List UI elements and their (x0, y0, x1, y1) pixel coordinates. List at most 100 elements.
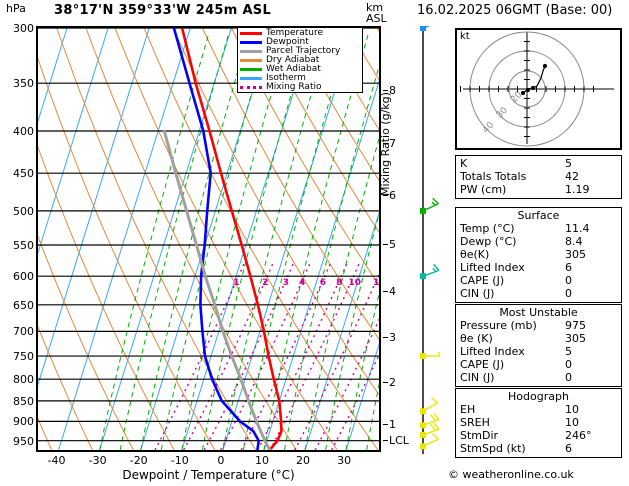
mixing-ratio-label: 15 (373, 278, 379, 288)
panel-row-key: CIN (J) (460, 287, 495, 300)
mixing-ratio-label: 6 (320, 278, 326, 288)
isotherm-line (38, 28, 150, 386)
wet-adiabat-line (304, 136, 379, 450)
dry-adiabat-line (231, 28, 379, 286)
legend-item: Isotherm (240, 74, 360, 83)
panel-row-key: SREH (460, 416, 490, 429)
wet-adiabat-line (201, 33, 309, 450)
wet-adiabat-line (99, 33, 210, 450)
legend-label: Wet Adiabat (266, 64, 321, 74)
mixing-ratio-axis-title: Mixing Ratio (g/kg) (379, 92, 392, 196)
wet-adiabat-line (242, 33, 349, 450)
temperature-tick-label: -20 (129, 454, 148, 467)
km-label: km (366, 1, 384, 14)
mixing-ratio-label: 2 (262, 278, 268, 288)
mixing-ratio-line (220, 260, 312, 450)
height-tick (383, 337, 388, 339)
temperature-axis-title: Dewpoint / Temperature (°C) (122, 468, 295, 482)
temperature-tick-label: -40 (47, 454, 66, 467)
hodograph-point (525, 87, 531, 93)
dry-adiabat-line (143, 28, 379, 450)
height-axis-unit-label: km ASL (366, 2, 387, 24)
height-tick (383, 439, 388, 441)
pressure-tick-label: 700 (13, 325, 34, 339)
pressure-tick-label: 500 (13, 204, 34, 218)
panel-row: StmSpd (kt) 6 (456, 442, 621, 455)
height-tick (383, 291, 388, 293)
dry-adiabat-line (260, 28, 379, 233)
isotherm-line (58, 28, 191, 450)
panel-row-key: PW (cm) (460, 183, 507, 196)
panel-row-value: 11.4 (565, 222, 590, 235)
panel-row-value: 305 (565, 248, 586, 261)
legend-swatch (240, 41, 262, 44)
panel-row-key: K (460, 157, 468, 170)
mixing-ratio-line (314, 318, 379, 450)
wind-barb (420, 15, 440, 31)
isotherm-line (38, 28, 109, 255)
legend-swatch (240, 77, 262, 80)
temperature-axis: -40 -30 -20 -10 0 10 20 30 (0, 454, 420, 468)
panel-row-key: StmDir (460, 429, 499, 442)
wind-barb (420, 433, 439, 450)
mixing-ratio-line (203, 260, 296, 450)
mixing-ratio-line (257, 260, 349, 450)
panel-row: Lifted Index 6 (456, 261, 621, 274)
panel-row: PW (cm) 1.19 (456, 183, 621, 196)
mixing-ratio-line (183, 260, 275, 450)
skewt-plot[interactable]: 12346810152025 (36, 26, 381, 452)
wet-adiabat-line (140, 33, 250, 450)
legend-label: Temperature (266, 28, 324, 38)
height-tick-label: 1 (389, 417, 396, 431)
legend-label: Parcel Trajectory (266, 46, 341, 56)
hodograph-point (530, 85, 536, 91)
dry-adiabat-line (38, 145, 175, 450)
hodograph-ring-label: 30 (495, 105, 510, 120)
wind-barb (420, 351, 441, 360)
panel-row-value: 975 (565, 319, 586, 332)
wet-adiabat-line (325, 211, 379, 450)
panel-row-key: StmSpd (kt) (460, 442, 526, 455)
sounding-curve-parcel-trajectory (162, 129, 272, 450)
dry-adiabat-line (289, 28, 379, 182)
wind-barb-canvas (420, 15, 441, 454)
panel-row-value: 5 (565, 345, 572, 358)
wet-adiabat-line (119, 33, 230, 450)
dry-adiabat-line (114, 28, 338, 450)
mixing-ratio-label: 10 (348, 278, 361, 288)
dry-adiabat-line (38, 235, 134, 450)
pressure-tick-label: 600 (13, 270, 34, 284)
legend-swatch (240, 68, 262, 71)
height-tick (383, 243, 388, 245)
wet-adiabat-line (366, 382, 379, 450)
height-tick-label: 4 (389, 285, 396, 299)
panel-row-key: CAPE (J) (460, 358, 505, 371)
panel-title: Surface (517, 209, 560, 222)
hodograph-ring (508, 70, 546, 108)
dry-adiabat-line (56, 28, 257, 450)
panel-row: EH 10 (456, 403, 621, 416)
wet-adiabat-line (160, 33, 270, 450)
panel-row: θe(K) 305 (456, 248, 621, 261)
panel-row-value: 0 (565, 358, 572, 371)
pressure-tick-label: 650 (13, 298, 34, 312)
pressure-tick-label: 450 (13, 167, 34, 181)
panel-row-key: Totals Totals (460, 170, 527, 183)
panel-title: Hodograph (508, 390, 569, 403)
wind-barb (420, 422, 440, 439)
dry-adiabat-line (85, 28, 297, 450)
pressure-tick-label: 400 (13, 125, 34, 138)
height-tick-label: 7 (389, 137, 396, 151)
hodograph-point (542, 63, 548, 69)
temperature-tick-label: -30 (88, 454, 107, 467)
legend-label: Dry Adiabat (266, 55, 320, 65)
legend-label: Mixing Ratio (266, 82, 322, 92)
panel-row-value: 6 (565, 442, 572, 455)
legend-item: Dry Adiabat (240, 56, 360, 65)
wet-adiabat-line (345, 292, 379, 450)
height-tick (383, 381, 388, 383)
hodograph-plot[interactable]: kt 20 30 40 (455, 28, 622, 150)
panel-row-value: 5 (565, 157, 572, 170)
